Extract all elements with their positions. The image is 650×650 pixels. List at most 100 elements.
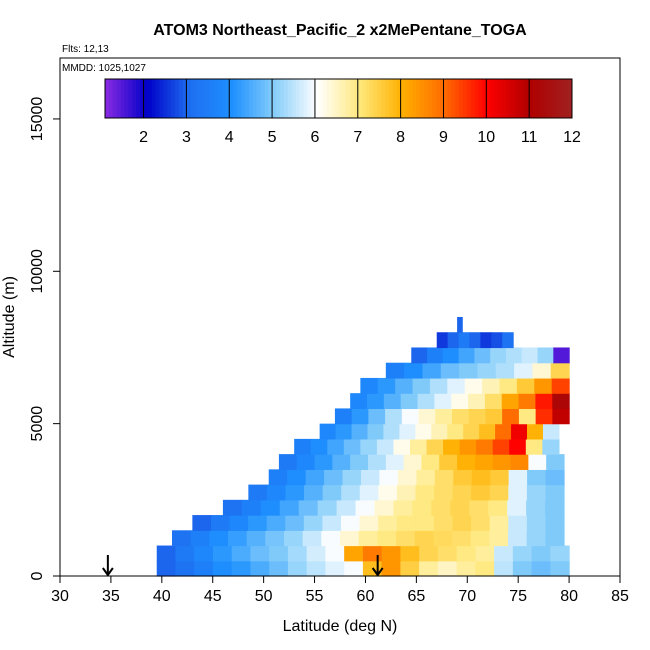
heatmap-cell (433, 515, 454, 531)
colorbar-swatch (509, 79, 515, 118)
x-tick-label: 50 (255, 588, 273, 605)
heatmap-cell (414, 530, 434, 547)
heatmap-cell (359, 515, 379, 531)
heatmap-cell (469, 332, 481, 349)
colorbar-swatch (151, 79, 157, 118)
heatmap-cell (426, 438, 444, 455)
colorbar-label: 12 (563, 129, 581, 146)
heatmap-cell (553, 347, 570, 364)
colorbar-swatch (552, 79, 557, 118)
heatmap-cell (437, 560, 458, 577)
heatmap-cell (229, 515, 249, 531)
colorbar-swatch (447, 79, 452, 118)
heatmap-cell (296, 454, 316, 470)
colorbar-swatch (112, 79, 118, 118)
colorbar-swatch (338, 79, 343, 118)
flights-label: Flts: 12,13 (62, 44, 109, 55)
heatmap-cell (495, 423, 512, 440)
heatmap-cell (341, 515, 361, 531)
heatmap-cell (287, 469, 307, 486)
heatmap-cell (350, 393, 368, 410)
colorbar-swatch (342, 79, 347, 118)
heatmap-cell (535, 393, 553, 410)
heatmap-cell (531, 545, 551, 562)
heatmap-cell (534, 377, 553, 394)
heatmap-cell (447, 332, 460, 349)
heatmap-cell (374, 499, 395, 516)
colorbar-swatch (459, 79, 464, 118)
heatmap-cell (304, 484, 324, 501)
colorbar-swatch (171, 79, 176, 118)
heatmap-cell (241, 499, 262, 516)
heatmap-cell (550, 560, 570, 577)
heatmap-cell (518, 408, 537, 425)
colorbar-swatch (501, 79, 507, 118)
heatmap-cell (351, 408, 369, 425)
flight-marker-arrowhead (371, 567, 384, 577)
x-axis: 30 35 40 45 50 55 60 65 70 75 80 85 (51, 576, 629, 605)
heatmap-cell (321, 530, 341, 547)
colorbar-swatch (513, 79, 519, 118)
colorbar-swatch (365, 79, 371, 118)
heatmap-cell (358, 530, 378, 547)
heatmap-cell (265, 530, 285, 547)
heatmap-cell (385, 408, 403, 425)
heatmap-cell (306, 560, 327, 577)
heatmap-cell (400, 545, 420, 562)
heatmap-cell (526, 530, 546, 547)
x-tick-label: 85 (611, 588, 629, 605)
heatmap-cell (516, 377, 535, 394)
heatmap-cell (212, 545, 233, 562)
heatmap-cell (512, 560, 533, 577)
heatmap-cell (351, 423, 369, 440)
heatmap-cell (310, 438, 328, 455)
heatmap-cell (294, 438, 312, 455)
colorbar-swatch (128, 79, 133, 118)
heatmap-cell (479, 423, 496, 440)
colorbar-swatch (241, 79, 246, 118)
heatmap-cell (278, 454, 298, 470)
heatmap-cell (335, 423, 353, 440)
heatmap-cell (175, 545, 195, 562)
colorbar-swatch (396, 79, 402, 118)
colorbar-swatch (377, 79, 382, 118)
colorbar-swatch (143, 79, 149, 118)
heatmap-cell (484, 393, 503, 410)
colorbar-swatch (560, 79, 565, 118)
heatmap-cell (317, 499, 338, 516)
heatmap-cell (429, 377, 448, 394)
colorbar-label: 11 (521, 129, 538, 146)
heatmap-cell (459, 362, 479, 379)
colorbar-swatch (194, 79, 199, 118)
heatmap-cell (367, 423, 385, 440)
heatmap-cell (494, 545, 514, 562)
heatmap-cell (508, 469, 528, 486)
colorbar-label: 10 (477, 129, 495, 146)
heatmap-cell (415, 515, 435, 531)
heatmap-cell (383, 423, 400, 440)
heatmap-cell (542, 438, 560, 455)
colorbar-swatch (287, 79, 293, 118)
heatmap-cell (266, 484, 287, 501)
heatmap-cell (266, 515, 286, 531)
colorbar-swatch (466, 79, 472, 118)
colorbar-swatch (268, 79, 273, 118)
heatmap-cell (433, 530, 453, 547)
colorbar-swatch (412, 79, 417, 118)
heatmap-cell (360, 377, 379, 394)
y-tick-label: 5000 (29, 406, 46, 442)
heatmap-cell (502, 408, 520, 425)
heatmap-cell (491, 332, 503, 349)
heatmap-cell (231, 545, 252, 562)
heatmap-cell (412, 499, 432, 516)
colorbar-swatch (315, 79, 320, 118)
heatmap-cell (156, 560, 177, 577)
heatmap-cell (545, 515, 565, 531)
x-tick-label: 65 (407, 588, 425, 605)
heatmap-cell (457, 454, 476, 470)
heatmap-cell (439, 454, 458, 470)
heatmap-cell (459, 438, 477, 455)
heatmap-cell (508, 530, 528, 547)
heatmap-cell (419, 560, 439, 577)
colorbar-swatch (482, 79, 487, 118)
